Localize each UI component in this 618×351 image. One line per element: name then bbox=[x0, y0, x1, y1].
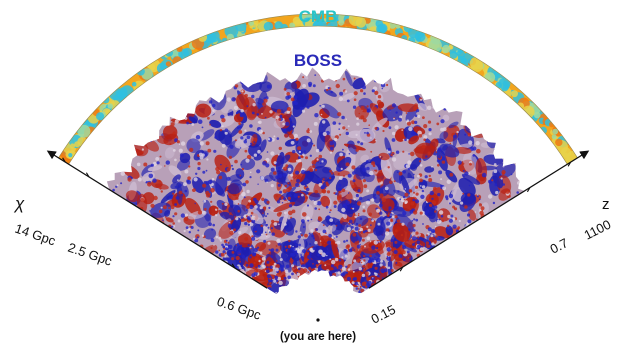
right-tick-mark-2 bbox=[399, 266, 404, 272]
left-tick-label-2-5gpc: 2.5 Gpc bbox=[66, 240, 114, 269]
cmb-label: CMB bbox=[299, 7, 338, 26]
left-axis-symbol: χ bbox=[13, 194, 25, 213]
left-tick-label-14gpc: 14 Gpc bbox=[13, 221, 58, 249]
left-tick-mark-0 bbox=[62, 157, 66, 163]
left-tick-label-0-6gpc: 0.6 Gpc bbox=[215, 294, 263, 323]
right-tick-label-0-15: 0.15 bbox=[369, 302, 398, 327]
left-axis-chi: χ bbox=[13, 150, 268, 289]
right-axis-z: z bbox=[368, 150, 610, 289]
left-tick-mark-2 bbox=[231, 263, 236, 269]
right-axis-symbol: z bbox=[602, 196, 610, 213]
right-tick-mark-1 bbox=[526, 187, 531, 193]
observer-dot bbox=[316, 318, 320, 322]
left-tick-mark-1 bbox=[85, 172, 90, 178]
right-tick-mark-0 bbox=[567, 161, 572, 167]
boss-label: BOSS bbox=[294, 51, 342, 70]
observer-label: (you are here) bbox=[280, 331, 356, 343]
right-tick-label-0-7: 0.7 bbox=[548, 235, 571, 257]
right-tick-label-1100: 1100 bbox=[582, 217, 614, 243]
